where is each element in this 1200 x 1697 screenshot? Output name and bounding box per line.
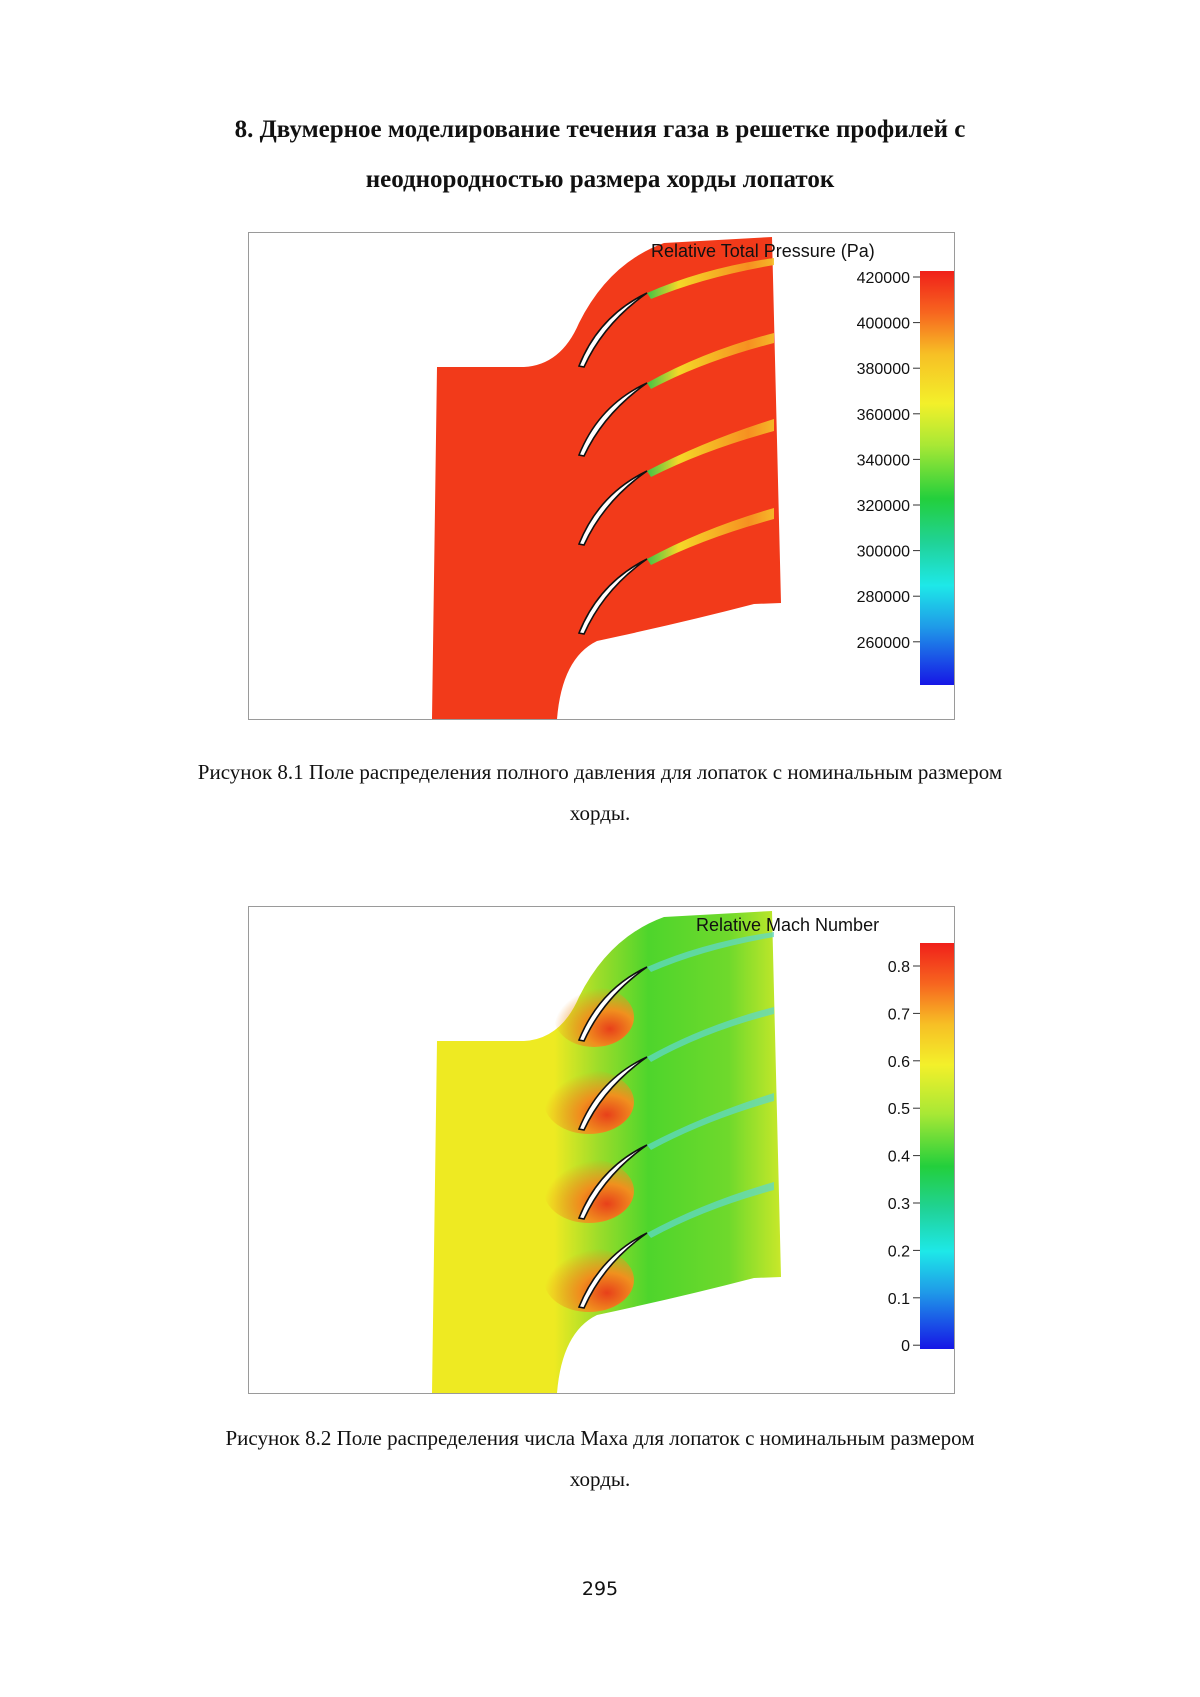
colorbar-tick-label: 360000 bbox=[857, 407, 910, 424]
colorbar-tick-label: 0.8 bbox=[888, 959, 910, 976]
figure-2-caption-line-2: хорды. bbox=[0, 1467, 1200, 1492]
figure-1-caption-line-1: Рисунок 8.1 Поле распределения полного д… bbox=[0, 760, 1200, 785]
figure-1-caption-line-2: хорды. bbox=[0, 801, 1200, 826]
flow-domain bbox=[432, 237, 781, 719]
colorbar-tick-label: 0.1 bbox=[888, 1291, 910, 1308]
colorbar-tick-label: 340000 bbox=[857, 452, 910, 469]
colorbar bbox=[920, 271, 954, 685]
figure-total-pressure: Relative Total Pressure (Pa) 420000 40000… bbox=[248, 232, 955, 720]
colorbar-ticks: 0.8 0.7 0.6 0.5 0.4 0.3 0.2 0.1 0 bbox=[888, 959, 920, 1355]
flow-domain bbox=[432, 911, 781, 1393]
total-pressure-contour-plot: Relative Total Pressure (Pa) 420000 40000… bbox=[249, 233, 954, 719]
colorbar-tick-label: 0.5 bbox=[888, 1101, 910, 1118]
section-title-line-1: 8. Двумерное моделирование течения газа … bbox=[0, 116, 1200, 144]
colorbar-tick-label: 300000 bbox=[857, 544, 910, 561]
colorbar-tick-label: 0.6 bbox=[888, 1054, 910, 1071]
colorbar-tick-label: 420000 bbox=[857, 270, 910, 287]
colorbar-tick-label: 380000 bbox=[857, 361, 910, 378]
colorbar-ticks: 420000 400000 380000 360000 340000 320000 3000… bbox=[857, 270, 920, 652]
colorbar-tick-label: 320000 bbox=[857, 498, 910, 515]
figure-2-caption-line-1: Рисунок 8.2 Поле распределения числа Мах… bbox=[0, 1426, 1200, 1451]
colorbar-tick-label: 0.2 bbox=[888, 1243, 910, 1260]
colorbar-tick-label: 0 bbox=[901, 1338, 910, 1355]
mach-number-contour-plot: Relative Mach Number 0.80.70.60.50.40.30… bbox=[249, 907, 954, 1393]
colorbar-title: Relative Mach Number bbox=[696, 915, 879, 935]
colorbar-tick-label: 0.7 bbox=[888, 1006, 910, 1023]
page-number: 295 bbox=[0, 1578, 1200, 1600]
colorbar-tick-label: 400000 bbox=[857, 316, 910, 333]
colorbar-title: Relative Total Pressure (Pa) bbox=[651, 241, 875, 261]
colorbar-tick-label: 0.3 bbox=[888, 1196, 910, 1213]
colorbar-tick-label: 260000 bbox=[857, 635, 910, 652]
colorbar bbox=[920, 943, 954, 1349]
colorbar-tick-label: 0.4 bbox=[888, 1149, 910, 1166]
colorbar-tick-label: 280000 bbox=[857, 589, 910, 606]
section-title-line-2: неоднородностью размера хорды лопаток bbox=[0, 166, 1200, 194]
figure-mach-number: Relative Mach Number 0.80.70.60.50.40.30… bbox=[248, 906, 955, 1394]
